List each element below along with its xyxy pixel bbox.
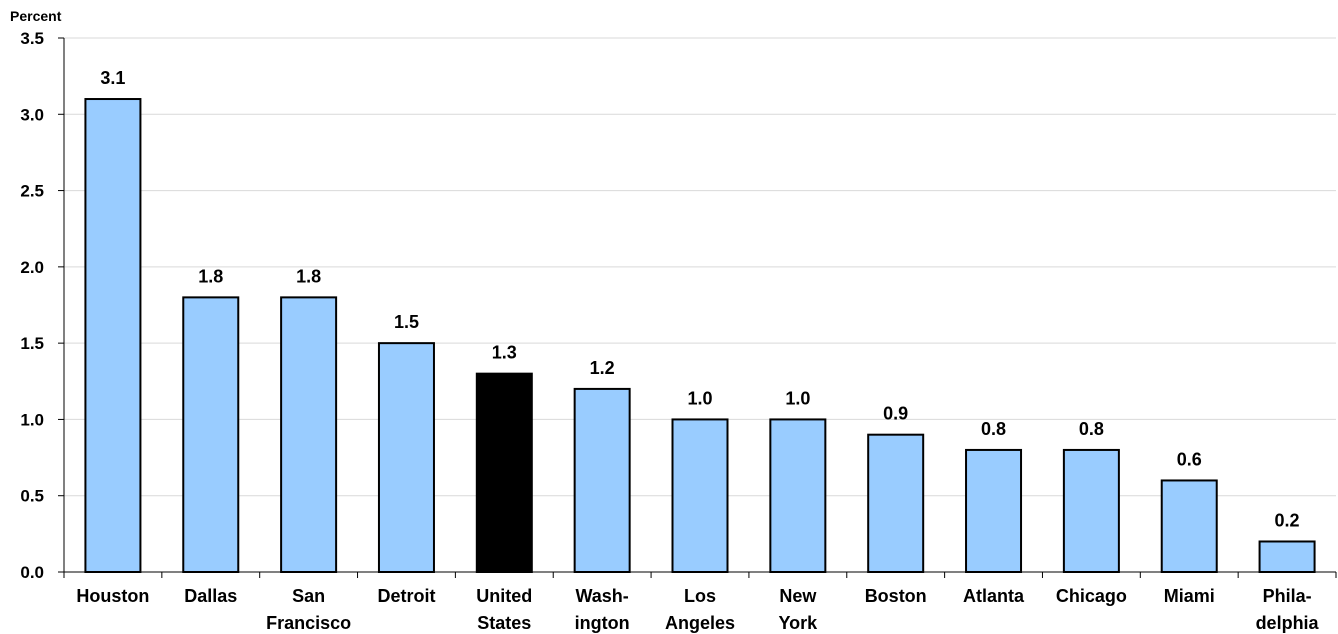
data-label: 1.2 xyxy=(590,358,615,378)
data-label: 0.9 xyxy=(883,404,908,424)
bar xyxy=(671,418,729,573)
gridlines xyxy=(64,37,1336,497)
data-label: 1.8 xyxy=(198,266,223,286)
category-label: Angeles xyxy=(665,613,735,633)
y-unit-label: Percent xyxy=(10,8,62,24)
category-label: States xyxy=(477,613,531,633)
bar xyxy=(965,448,1023,574)
bar xyxy=(280,296,338,573)
bar xyxy=(1062,448,1120,574)
category-label: York xyxy=(779,613,819,633)
category-label: Detroit xyxy=(377,586,435,606)
bar xyxy=(475,372,533,573)
category-label: Boston xyxy=(865,586,927,606)
category-label: Phila- xyxy=(1263,586,1312,606)
y-tick-label: 0.5 xyxy=(20,487,44,506)
category-label: Wash- xyxy=(575,586,628,606)
data-label: 1.0 xyxy=(687,388,712,408)
bar xyxy=(182,296,240,573)
y-tick-label: 3.5 xyxy=(20,29,44,48)
bar xyxy=(1258,540,1316,574)
labels: 0.0 0.5 1.0 1.5 2.0 2.5 3.0 3.5 Percent 3.1 Housto… xyxy=(10,8,1320,633)
data-label: 1.8 xyxy=(296,266,321,286)
y-tick-label: 1.5 xyxy=(20,334,44,353)
bar xyxy=(1160,479,1218,574)
y-tick-label: 1.0 xyxy=(20,410,44,429)
y-tick-label: 0.0 xyxy=(20,563,44,582)
bar xyxy=(573,387,631,573)
category-label: San xyxy=(292,586,325,606)
y-tick-label: 3.0 xyxy=(20,105,44,124)
bar xyxy=(377,342,435,573)
bar xyxy=(867,433,925,573)
category-label: New xyxy=(779,586,817,606)
category-label: United xyxy=(476,586,532,606)
data-label: 0.2 xyxy=(1275,510,1300,530)
data-label: 0.8 xyxy=(981,419,1006,439)
data-label: 1.0 xyxy=(785,388,810,408)
bars xyxy=(84,98,1316,574)
data-label: 0.6 xyxy=(1177,449,1202,469)
bar xyxy=(769,418,827,573)
bar xyxy=(84,98,142,574)
category-label: Francisco xyxy=(266,613,351,633)
data-label: 3.1 xyxy=(100,68,125,88)
category-label: ington xyxy=(575,613,630,633)
data-label: 0.8 xyxy=(1079,419,1104,439)
category-label: Chicago xyxy=(1056,586,1127,606)
data-label: 1.5 xyxy=(394,312,419,332)
category-label: Dallas xyxy=(184,586,237,606)
data-label: 1.3 xyxy=(492,343,517,363)
y-tick-label: 2.0 xyxy=(20,258,44,277)
category-label: delphia xyxy=(1256,613,1320,633)
category-label: Houston xyxy=(76,586,149,606)
category-label: Los xyxy=(684,586,716,606)
category-label: Miami xyxy=(1164,586,1215,606)
y-tick-label: 2.5 xyxy=(20,182,44,201)
category-label: Atlanta xyxy=(963,586,1025,606)
